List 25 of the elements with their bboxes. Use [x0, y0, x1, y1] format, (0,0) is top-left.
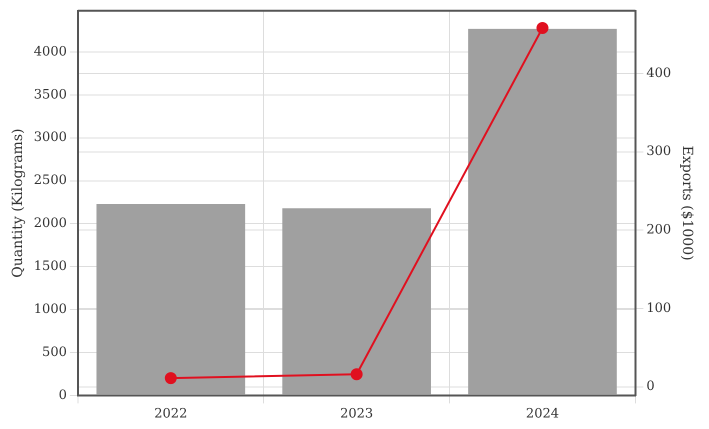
y-tick-label: 3000 [34, 130, 67, 146]
y-tick-label: 1000 [34, 302, 67, 317]
point [164, 372, 177, 384]
x-tick-label: 2023 [340, 406, 374, 422]
y-tick-label: 500 [42, 344, 67, 360]
bar [468, 28, 617, 395]
y-tick-label: 1500 [34, 259, 67, 274]
x-tick-label: 2024 [526, 406, 560, 422]
point [536, 22, 548, 34]
y-tick-label: 2000 [34, 216, 67, 232]
y2-axis-title: Exports ($1000) [678, 146, 695, 261]
y2-tick-label: 0 [646, 379, 655, 394]
y-tick-label: 3500 [34, 87, 67, 102]
y2-tick-label: 100 [646, 300, 672, 316]
y2-tick-label: 300 [646, 144, 672, 160]
y-tick-label: 2500 [34, 173, 67, 188]
y2-tick-label: 400 [646, 66, 672, 81]
y-axis-title: Quantity (Kilograms) [10, 128, 26, 278]
bar [96, 204, 246, 395]
y-tick-label: 0 [58, 388, 67, 403]
y2-tick-label: 200 [646, 222, 672, 238]
point [350, 368, 363, 380]
bar [282, 208, 431, 395]
x-tick-label: 2022 [154, 406, 188, 422]
y-tick-label: 4000 [34, 44, 67, 60]
